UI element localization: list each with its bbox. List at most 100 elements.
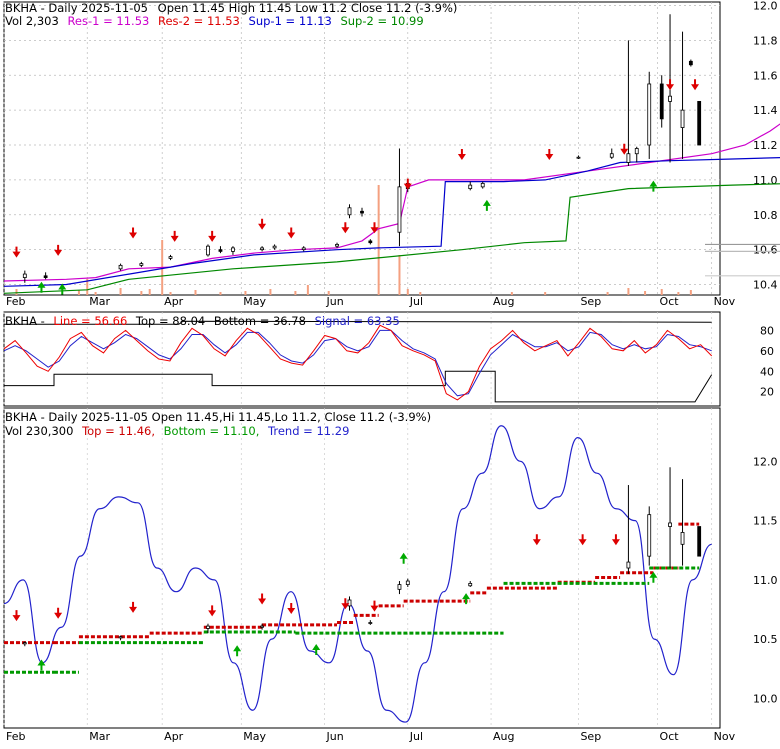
trend-header-title: BKHA - Daily 2025-11-05 Open 11.45,Hi 11…	[5, 410, 431, 424]
price-x-tick: Apr	[164, 295, 184, 308]
trend-candle-body	[397, 584, 402, 590]
candle-body	[688, 60, 693, 66]
price-x-tick: Mar	[89, 295, 110, 308]
candle-body	[659, 83, 664, 120]
price-header-title: BKHA - Daily 2025-11-05 Open 11.45 High …	[5, 1, 457, 15]
volume-bar	[148, 289, 151, 295]
sell-arrow-icon	[691, 79, 700, 91]
osc-y-tick: 20	[760, 386, 774, 399]
osc-bottom-line	[4, 370, 713, 403]
sell-arrow-icon	[341, 598, 350, 610]
buy-arrow-icon	[649, 180, 658, 192]
price-x-tick: Jul	[409, 295, 423, 308]
trend-x-tick: Oct	[660, 730, 680, 743]
osc-y-tick: 40	[760, 365, 774, 378]
candle-body	[647, 83, 652, 146]
trend-candle-body	[405, 580, 410, 585]
price-volume-label: Vol 2,303	[5, 14, 59, 28]
trend-candle-body	[668, 522, 672, 527]
sell-arrow-icon	[370, 222, 379, 234]
candle-body	[168, 256, 173, 259]
volume-bar	[294, 291, 297, 295]
trend-top-label: Top = 11.46,	[81, 424, 155, 438]
osc-signal-label: Signal = 63.35	[315, 314, 400, 328]
trend-y-tick: 10.5	[753, 633, 778, 646]
trend-bottom-line	[4, 566, 700, 674]
trend-y-tick: 12.0	[753, 455, 778, 468]
volume-bar	[677, 292, 680, 295]
trend-volume-label: Vol 230,300	[5, 424, 73, 438]
volume-bar	[77, 290, 80, 295]
volume-bar	[606, 292, 609, 295]
volume-bar	[327, 291, 330, 295]
volume-bar	[627, 288, 630, 295]
trend-x-tick: Sep	[580, 730, 601, 743]
buy-arrow-icon	[58, 283, 67, 295]
price-x-tick: Oct	[660, 295, 680, 308]
volume-bar	[86, 279, 89, 295]
candle-body	[206, 245, 210, 256]
sell-arrow-icon	[170, 230, 179, 242]
price-y-tick: 11.6	[753, 69, 778, 82]
candle-body	[360, 210, 364, 214]
osc-y-tick: 60	[760, 345, 774, 358]
sup1-label: Sup-1 = 11.13	[249, 14, 332, 28]
buy-arrow-icon	[312, 644, 321, 656]
candle-body	[218, 249, 223, 252]
volume-bar	[306, 285, 309, 295]
volume-bar	[544, 292, 547, 295]
trend-x-tick: Aug	[493, 730, 514, 743]
volume-bar	[219, 292, 222, 295]
sell-arrow-icon	[287, 603, 296, 615]
volume-bar	[269, 289, 272, 295]
osc-top-label: Top = 88.04	[135, 314, 205, 328]
candle-body	[680, 109, 685, 128]
sell-arrow-icon	[611, 534, 620, 546]
price-y-tick: 11.8	[753, 34, 778, 47]
price-x-tick: Sep	[580, 295, 601, 308]
trend-top-line	[4, 522, 700, 645]
price-y-tick: 10.8	[753, 209, 778, 222]
sell-arrow-icon	[666, 79, 675, 91]
res1-label: Res-1 = 11.53	[67, 14, 149, 28]
candle-body	[397, 186, 402, 233]
volume-bar	[398, 255, 401, 295]
volume-bar	[660, 289, 663, 295]
sell-arrow-icon	[578, 534, 587, 546]
price-frame	[3, 1, 721, 296]
sell-arrow-icon	[129, 227, 138, 239]
price-x-tick: Feb	[6, 295, 25, 308]
volume-bar	[244, 291, 247, 295]
oscillator-frame	[3, 311, 721, 407]
trend-candle-body	[647, 514, 652, 557]
sell-arrow-icon	[12, 610, 21, 622]
candle-body	[697, 101, 702, 146]
trend-frame	[3, 407, 721, 729]
trend-candle-body	[697, 526, 702, 557]
sell-arrow-icon	[403, 178, 412, 190]
candle-body	[139, 263, 144, 266]
buy-arrow-icon	[482, 199, 491, 211]
trend-candle-body	[680, 532, 685, 545]
candle-body	[626, 153, 631, 163]
candle-body	[260, 247, 264, 251]
sell-arrow-icon	[208, 230, 217, 242]
trend-x-tick: Mar	[89, 730, 110, 743]
volume-bar	[419, 292, 422, 295]
trend-x-tick: Apr	[164, 730, 184, 743]
sell-arrow-icon	[341, 222, 350, 234]
sell-arrow-icon	[287, 227, 296, 239]
osc-bottom-label: Bottom = 36.78	[214, 314, 306, 328]
trend-x-tick: May	[243, 730, 266, 743]
trend-x-tick: Jul	[409, 730, 423, 743]
candle-body	[468, 184, 473, 190]
osc-y-tick: 80	[760, 324, 774, 337]
candle-body	[368, 240, 373, 244]
candle-body	[22, 273, 27, 278]
sell-arrow-icon	[54, 244, 63, 256]
osc-line-label: Line = 56.66	[53, 314, 127, 328]
price-y-tick: 10.6	[753, 244, 778, 257]
osc-top-line	[4, 320, 712, 325]
candle-body	[576, 156, 581, 159]
